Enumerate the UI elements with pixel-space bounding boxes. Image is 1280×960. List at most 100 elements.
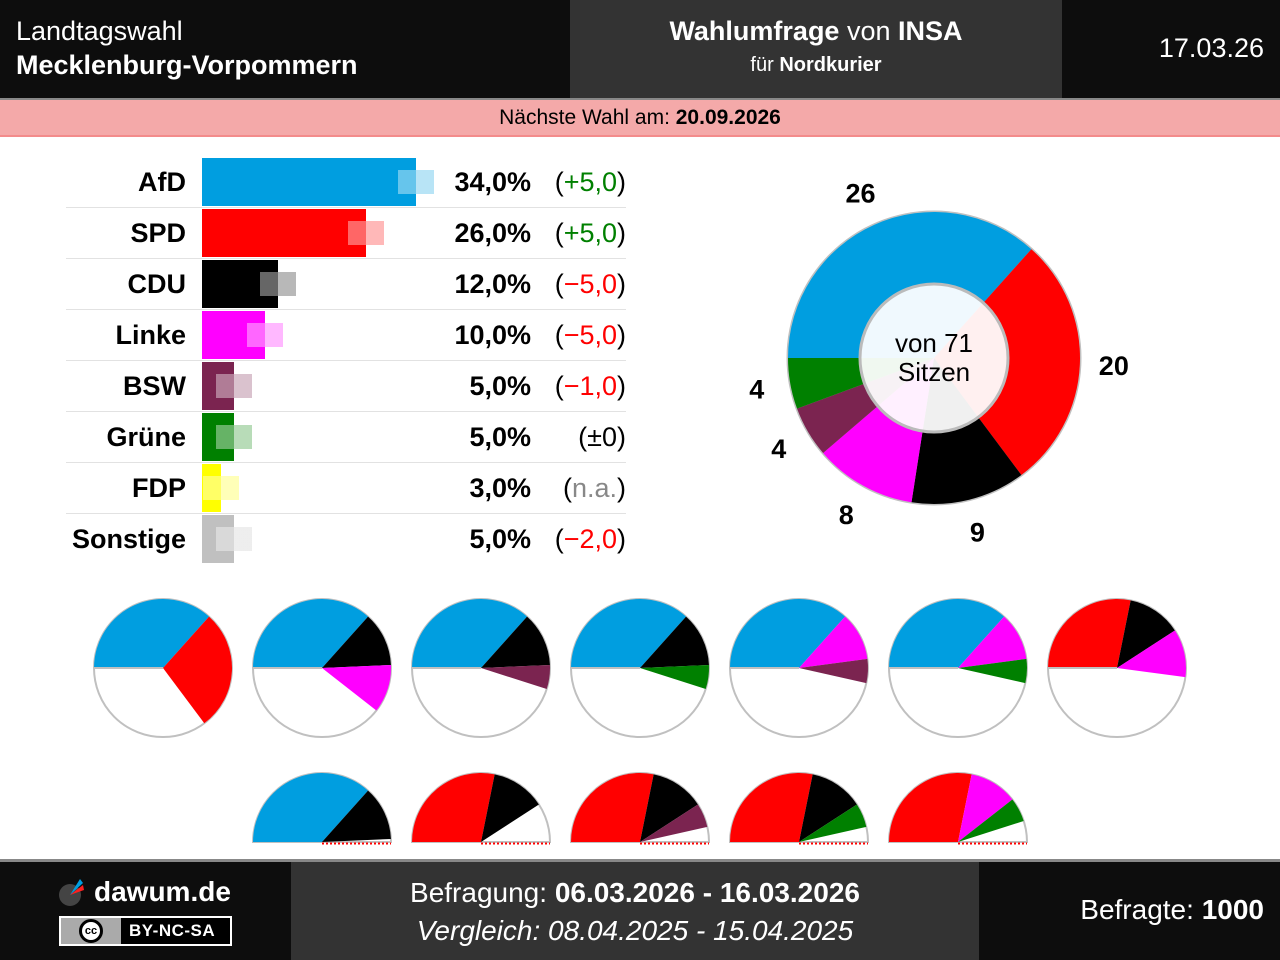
seat-slice-afd bbox=[788, 212, 1032, 358]
party-name: Linke bbox=[115, 320, 186, 350]
compare-label: Vergleich: bbox=[416, 915, 541, 946]
license-badge[interactable]: cc BY-NC-SA bbox=[59, 916, 232, 946]
coalition-slice-cdu bbox=[322, 616, 391, 668]
coalition-chart bbox=[887, 597, 1029, 741]
coalition-slice-cdu bbox=[481, 774, 539, 842]
party-bar bbox=[202, 362, 234, 410]
party-bar bbox=[202, 464, 221, 512]
coalition-slice-grüne bbox=[799, 804, 867, 842]
party-change: (−5,0) bbox=[554, 320, 626, 350]
coalition-slice-afd bbox=[253, 599, 369, 668]
seat-count-label: 20 bbox=[1099, 351, 1129, 381]
party-row: Sonstige 5,0% (−2,0) bbox=[66, 514, 626, 565]
coalition-pie bbox=[1047, 598, 1187, 738]
next-election-label: Nächste Wahl am: bbox=[499, 106, 670, 129]
change-value: +5,0 bbox=[563, 218, 617, 248]
coalition-slice-afd bbox=[730, 599, 846, 668]
previous-value-marker bbox=[398, 170, 435, 194]
poll-title: Wahlumfrage von INSA bbox=[570, 14, 1062, 48]
party-bar bbox=[202, 515, 234, 563]
election-title: Landtagswahl Mecklenburg-Vorpommern bbox=[0, 0, 570, 98]
coalition-pie bbox=[569, 772, 711, 845]
footer: dawum.de cc BY-NC-SA Befragung: 06.03.20… bbox=[0, 859, 1280, 960]
seat-count-label: 4 bbox=[771, 434, 786, 464]
party-percent: 5,0% bbox=[469, 371, 531, 401]
party-change: (+5,0) bbox=[554, 167, 626, 197]
coalition-slice-grüne bbox=[958, 799, 1024, 842]
coalition-slice-afd bbox=[253, 773, 369, 842]
party-row: FDP 3,0% (n.a.) bbox=[66, 463, 626, 514]
coalition-slice-spd bbox=[163, 616, 233, 724]
party-change: (−5,0) bbox=[554, 269, 626, 299]
coalition-slice-spd bbox=[412, 773, 495, 842]
poll-von: von bbox=[846, 16, 891, 46]
seat-count-label: 4 bbox=[749, 375, 764, 405]
coalition-slice-linke bbox=[1117, 630, 1186, 678]
party-bar-chart: AfD 34,0% (+5,0) SPD 26,0% (+5,0) CDU 12,0% (−5,… bbox=[66, 157, 626, 565]
party-change: (−2,0) bbox=[554, 524, 626, 554]
party-percent: 34,0% bbox=[454, 167, 531, 197]
coalition-chart bbox=[410, 597, 552, 741]
seat-center-label: von 71 Sitzen bbox=[860, 284, 1008, 432]
seat-count-label: 9 bbox=[970, 518, 985, 548]
coalition-slice-cdu bbox=[481, 616, 550, 668]
party-change: (n.a.) bbox=[562, 473, 626, 503]
change-value: −5,0 bbox=[563, 320, 617, 350]
seat-count-label: 26 bbox=[846, 179, 876, 209]
coalition-chart bbox=[251, 771, 393, 845]
state-name: Mecklenburg-Vorpommern bbox=[16, 50, 358, 80]
coalition-chart bbox=[887, 771, 1029, 845]
party-name: SPD bbox=[130, 218, 186, 248]
coalition-chart bbox=[728, 771, 870, 845]
dawum-logo[interactable]: dawum.de bbox=[58, 876, 231, 908]
coalition-slice-afd bbox=[571, 599, 687, 668]
coalition-slice-cdu bbox=[640, 774, 698, 842]
coalition-chart bbox=[728, 597, 870, 741]
coalition-pie bbox=[888, 598, 1028, 738]
institute-name: INSA bbox=[898, 16, 963, 46]
party-percent: 5,0% bbox=[469, 524, 531, 554]
coalition-slice-grüne bbox=[958, 658, 1027, 684]
party-bar bbox=[202, 158, 417, 206]
poll-info: Wahlumfrage von INSA für Nordkurier bbox=[570, 0, 1062, 98]
previous-value-marker bbox=[215, 374, 252, 398]
client-name: Nordkurier bbox=[779, 54, 882, 76]
change-value: −5,0 bbox=[563, 269, 617, 299]
donut-center bbox=[858, 282, 1010, 434]
previous-value-marker bbox=[215, 425, 252, 449]
coalition-slice-linke bbox=[958, 616, 1027, 668]
seat-donut: 26 20 9 8 44 bbox=[749, 179, 1129, 548]
previous-value-marker bbox=[215, 527, 252, 551]
coalition-slice-spd bbox=[571, 773, 654, 842]
seat-total-label: von 71 bbox=[894, 328, 974, 358]
seat-unit-label: Sitzen bbox=[897, 357, 971, 387]
poll-label: Wahlumfrage bbox=[669, 16, 840, 46]
brand-name: dawum.de bbox=[94, 876, 231, 907]
coalition-pie bbox=[728, 772, 870, 845]
party-percent: 10,0% bbox=[454, 320, 531, 350]
previous-value-marker bbox=[259, 272, 296, 296]
change-value: ±0 bbox=[587, 422, 617, 452]
seat-count-label: 8 bbox=[839, 500, 854, 530]
coalition-slice-grüne bbox=[640, 664, 709, 690]
coalition-slice-spd bbox=[730, 773, 813, 842]
previous-value-marker bbox=[202, 476, 239, 500]
party-percent: 26,0% bbox=[454, 218, 531, 248]
coalition-slice-cdu bbox=[1117, 600, 1175, 668]
previous-value-marker bbox=[347, 221, 384, 245]
coalition-pie bbox=[93, 598, 233, 738]
header: Landtagswahl Mecklenburg-Vorpommern Wahl… bbox=[0, 0, 1280, 98]
change-value: −2,0 bbox=[563, 524, 617, 554]
compare-line: Vergleich: 08.04.2025 - 15.04.2025 bbox=[291, 912, 979, 950]
coalition-slice-afd bbox=[94, 599, 210, 668]
coalition-pie bbox=[411, 598, 551, 738]
coalition-slice-afd bbox=[412, 599, 528, 668]
coalition-slice-linke bbox=[958, 774, 1013, 842]
client-fuer: für bbox=[750, 54, 774, 76]
coalition-slice-spd bbox=[1048, 599, 1131, 668]
change-value: +5,0 bbox=[563, 167, 617, 197]
coalition-chart bbox=[92, 597, 234, 741]
cc-box: cc bbox=[61, 918, 121, 944]
party-bar bbox=[202, 311, 265, 359]
party-change: (−1,0) bbox=[554, 371, 626, 401]
